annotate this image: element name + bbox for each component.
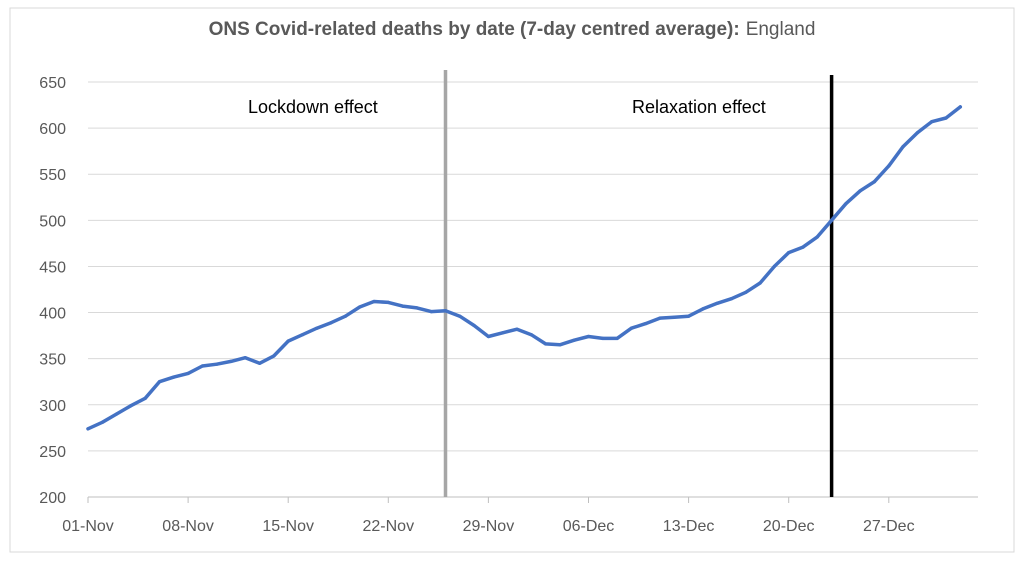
data-point [372, 299, 376, 304]
y-tick-label: 450 [39, 259, 66, 276]
data-point [443, 309, 448, 313]
data-point [515, 327, 519, 331]
data-point [815, 235, 819, 239]
vertical-markers [443, 70, 834, 497]
x-tick-label: 22-Nov [363, 518, 415, 535]
y-tick-label: 500 [39, 213, 66, 230]
data-point [658, 316, 662, 320]
data-point [86, 427, 90, 431]
chart-title: ONS Covid-related deaths by date (7-day … [209, 19, 816, 40]
chart-frame [9, 7, 1015, 553]
data-point [901, 145, 905, 149]
y-tick-label: 600 [39, 121, 66, 138]
data-point [887, 164, 891, 168]
y-tick-label: 650 [39, 75, 66, 92]
data-point [687, 314, 691, 318]
y-tick-label: 200 [39, 490, 66, 507]
data-point [872, 180, 877, 184]
data-point [329, 321, 333, 325]
data-point [272, 354, 276, 358]
data-point [429, 310, 433, 314]
data-point [801, 245, 805, 249]
data-point [529, 333, 533, 337]
data-point [572, 338, 576, 342]
x-tick-label: 01-Nov [62, 518, 114, 535]
data-point [143, 396, 147, 400]
y-axis-ticks: 200 250 300 350 400 450 500 550 600 650 [39, 75, 66, 507]
data-point [715, 301, 719, 305]
data-point [601, 336, 605, 340]
data-point [286, 339, 290, 343]
data-point [558, 343, 562, 347]
data-point [729, 297, 734, 301]
chart-title-main: ONS Covid-related deaths by date (7-day … [209, 19, 740, 40]
x-tick-label: 08-Nov [162, 518, 214, 535]
data-point [300, 333, 305, 337]
data-point [644, 322, 648, 326]
data-point [544, 342, 548, 346]
data-point [758, 281, 762, 285]
x-tick-label: 06-Dec [563, 518, 615, 535]
data-point [830, 218, 834, 222]
x-tick-label: 13-Dec [663, 518, 715, 535]
y-tick-label: 400 [39, 306, 66, 323]
data-point [415, 306, 419, 310]
data-point [787, 251, 791, 255]
y-tick-label: 550 [39, 167, 66, 184]
data-point [229, 359, 233, 363]
data-point [115, 412, 119, 416]
data-point [501, 331, 505, 335]
data-point [386, 300, 390, 304]
data-point [315, 326, 319, 330]
data-point [458, 314, 462, 318]
data-point [944, 116, 948, 120]
data-point [915, 131, 920, 135]
data-point [744, 290, 748, 294]
data-point [629, 326, 634, 330]
data-point [586, 334, 591, 339]
data-point [615, 336, 619, 340]
data-point [258, 361, 262, 365]
chart-title-region: England [746, 19, 816, 40]
data-point [844, 202, 848, 206]
annotation-lockdown: Lockdown effect [248, 97, 378, 117]
data-point [129, 404, 133, 408]
data-point [930, 120, 934, 124]
annotation-relaxation: Relaxation effect [632, 97, 766, 117]
data-point [358, 305, 362, 309]
data-point [486, 334, 490, 339]
x-tick-label: 15-Nov [262, 518, 314, 535]
data-point [215, 362, 219, 366]
data-point [701, 307, 705, 311]
annotations: Lockdown effect Relaxation effect [248, 97, 766, 117]
data-point [401, 304, 405, 308]
y-tick-label: 250 [39, 444, 66, 461]
data-point [100, 420, 104, 424]
data-point [472, 323, 476, 328]
data-point [858, 189, 862, 193]
data-point [172, 375, 176, 379]
y-tick-label: 300 [39, 398, 66, 415]
x-tick-label: 27-Dec [863, 518, 915, 535]
series-line-0 [86, 105, 963, 431]
data-point [243, 356, 247, 360]
y-tick-label: 350 [39, 352, 66, 369]
data-point [672, 315, 676, 319]
series [86, 105, 963, 431]
data-point [772, 264, 777, 268]
x-tick-label: 29-Nov [463, 518, 515, 535]
data-point [958, 105, 962, 109]
data-point [200, 364, 204, 368]
data-point [186, 371, 190, 375]
data-point [157, 380, 162, 384]
x-axis-ticks: 01-Nov 08-Nov 15-Nov 22-Nov 29-Nov 06-Dec 13-D… [62, 497, 915, 535]
x-tick-label: 20-Dec [763, 518, 815, 535]
data-point [343, 314, 347, 318]
